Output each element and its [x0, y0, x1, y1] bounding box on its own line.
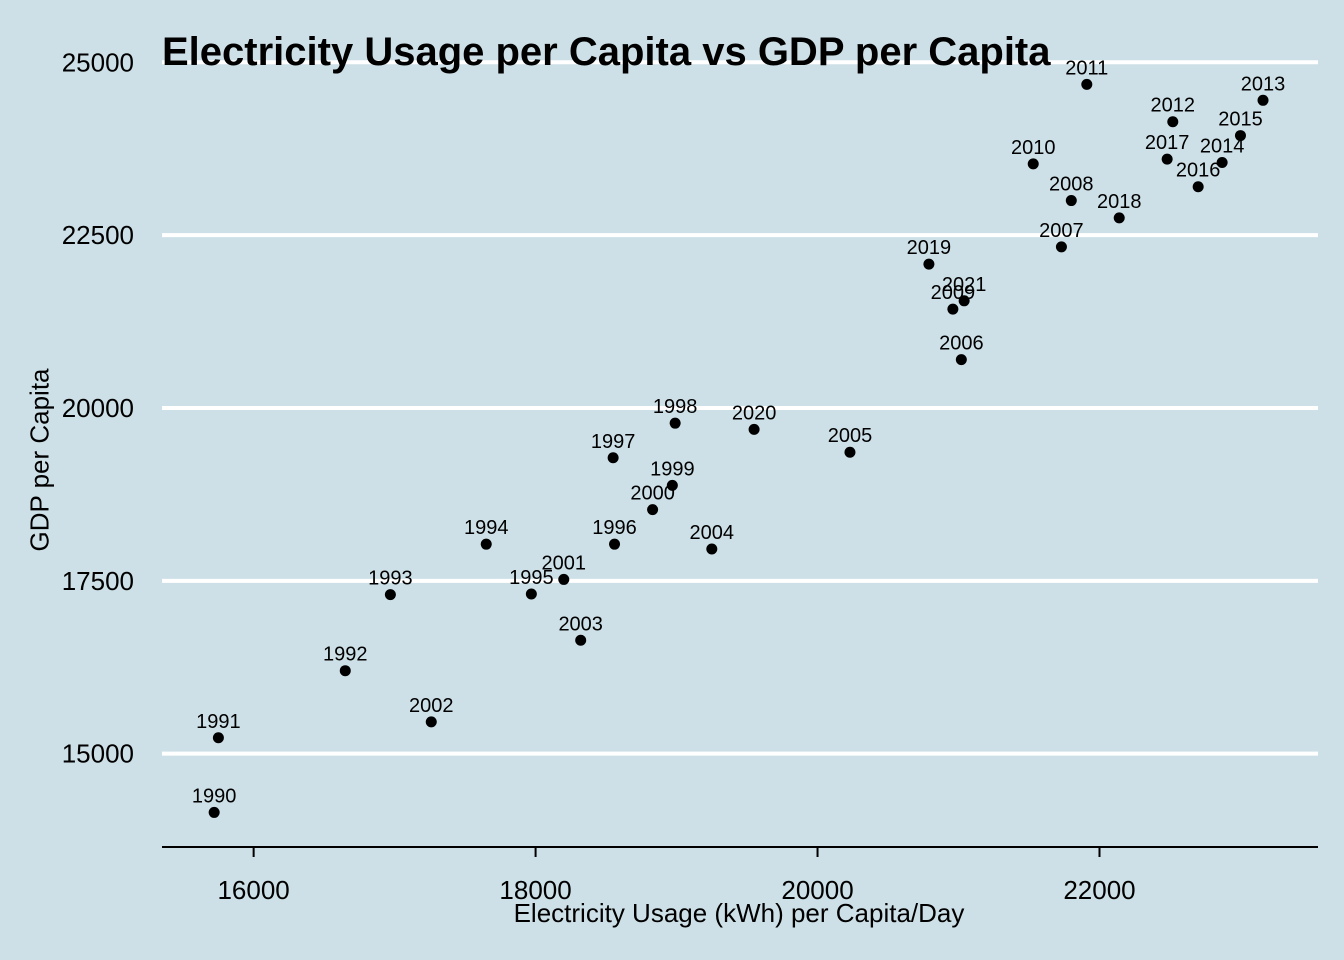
- point-label: 2005: [828, 425, 873, 447]
- point-label: 1998: [653, 396, 698, 418]
- data-point: [1257, 94, 1269, 106]
- chart-title: Electricity Usage per Capita vs GDP per …: [162, 30, 1051, 74]
- y-tick-label: 25000: [62, 47, 134, 77]
- point-label: 1993: [368, 568, 413, 590]
- point-label: 2003: [558, 613, 603, 635]
- point-label: 1997: [591, 431, 636, 453]
- data-point: [208, 806, 220, 818]
- grid-layer: [162, 60, 1318, 756]
- y-tick-label: 20000: [62, 393, 134, 423]
- point-label: 1991: [196, 711, 241, 733]
- axis-layer: 15000 17500 20000 22500 25000 16000 18000 20000…: [62, 47, 1318, 905]
- point-label: 2011: [1065, 57, 1108, 79]
- point-label: 2000: [630, 483, 675, 505]
- data-point: [607, 452, 619, 464]
- point-label: 2018: [1097, 191, 1142, 213]
- y-tick-label: 22500: [62, 220, 134, 250]
- data-point: [669, 417, 681, 429]
- point-label: 2010: [1011, 137, 1056, 159]
- point-label: 1995: [509, 567, 554, 589]
- data-point: [844, 446, 856, 458]
- data-point: [947, 303, 959, 315]
- data-point: [575, 634, 587, 646]
- point-label: 1990: [192, 785, 237, 807]
- point-label: 2007: [1039, 220, 1084, 242]
- data-point: [425, 716, 437, 728]
- point-label: 2004: [690, 522, 735, 544]
- point-label: 2012: [1151, 95, 1196, 117]
- data-point: [958, 295, 970, 307]
- y-tick-label: 17500: [62, 566, 134, 596]
- x-tick-label: 16000: [217, 875, 289, 905]
- point-label: 2015: [1218, 109, 1263, 131]
- data-point: [1081, 78, 1093, 90]
- data-point: [748, 423, 760, 435]
- data-point: [1234, 130, 1246, 142]
- point-label: 1994: [464, 517, 509, 539]
- data-point: [384, 589, 396, 601]
- data-point: [1027, 158, 1039, 170]
- data-point: [558, 573, 570, 585]
- data-point: [480, 538, 492, 550]
- data-point: [706, 543, 718, 555]
- y-axis-label: GDP per Capita: [24, 368, 55, 552]
- data-point: [1055, 241, 1067, 253]
- x-tick-label: 20000: [781, 875, 853, 905]
- point-label: 2016: [1176, 160, 1221, 182]
- point-label: 2002: [409, 695, 454, 717]
- data-point: [647, 504, 659, 516]
- data-point: [525, 588, 537, 600]
- point-label: 1992: [323, 644, 368, 666]
- data-point: [1065, 195, 1077, 207]
- y-tick-label: 15000: [62, 739, 134, 769]
- point-label: 2009: [931, 282, 976, 304]
- data-point: [1216, 157, 1228, 169]
- data-point: [955, 354, 967, 366]
- point-label: 2019: [907, 237, 952, 259]
- point-label: 2020: [732, 402, 777, 424]
- x-tick-label: 22000: [1063, 875, 1135, 905]
- point-label: 2013: [1241, 73, 1286, 95]
- point-label: 2017: [1145, 132, 1190, 154]
- data-point: [609, 538, 621, 550]
- data-point: [1167, 116, 1179, 128]
- point-label: 2008: [1049, 174, 1094, 196]
- data-point: [339, 665, 351, 677]
- point-label: 1999: [650, 458, 695, 480]
- x-axis-label: Electricity Usage (kWh) per Capita/Day: [513, 898, 965, 928]
- point-label: 1996: [592, 517, 637, 539]
- data-point: [1113, 212, 1125, 224]
- x-tick-label: 18000: [499, 875, 571, 905]
- point-layer: [208, 78, 1269, 818]
- point-label: 2001: [542, 552, 587, 574]
- data-point: [923, 258, 935, 270]
- data-point: [212, 732, 224, 744]
- data-point: [1192, 181, 1204, 193]
- point-label: 2021: [942, 274, 987, 296]
- data-point: [1161, 153, 1173, 165]
- label-layer: 1990 1991 1992 1993 1994 1995 1996 1997 1998 1999…: [192, 57, 1285, 807]
- data-point: [666, 479, 678, 491]
- point-label: 2014: [1200, 136, 1245, 158]
- point-label: 2006: [939, 333, 984, 355]
